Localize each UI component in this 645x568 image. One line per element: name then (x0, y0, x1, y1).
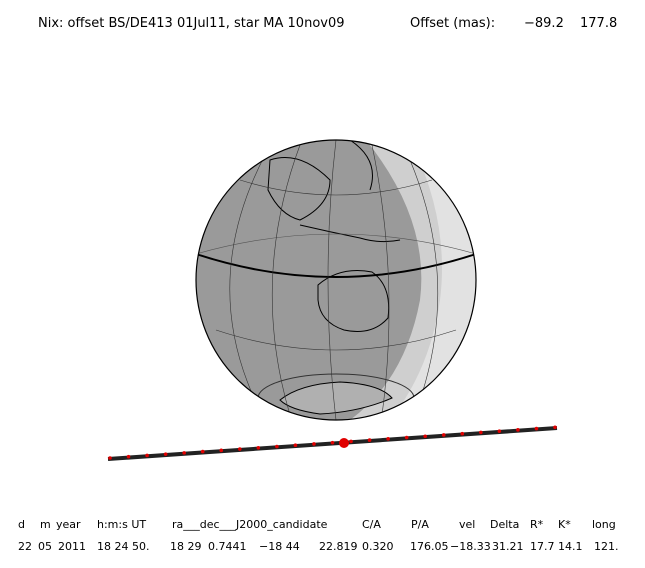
cell: 22.819 (319, 540, 358, 553)
track-dot (497, 429, 502, 433)
offset-label: Offset (mas): (410, 16, 495, 31)
column-header: C/A (362, 518, 381, 531)
track-dot (182, 451, 186, 455)
cell: 22 (18, 540, 32, 553)
data-table: d m year h:m:s UT ra___dec___J2000_candidate… (18, 518, 619, 553)
track-dot (460, 431, 465, 436)
column-header: K* (558, 518, 571, 531)
track-dot (516, 428, 520, 432)
column-header: long (592, 518, 616, 531)
track-dot (367, 438, 372, 442)
track-dot (275, 444, 279, 449)
column-header: m (40, 518, 51, 531)
cell: 14.1 (558, 540, 583, 553)
cell: 0.320 (362, 540, 394, 553)
track-dot (163, 452, 168, 456)
cell: 31.21 (492, 540, 524, 553)
occultation-track (107, 425, 558, 461)
cell: −18 44 (259, 540, 300, 553)
track-dot (330, 440, 335, 445)
column-header: P/A (411, 518, 429, 531)
offset-value: −89.2 (524, 16, 564, 31)
track-dot (312, 442, 316, 446)
track-dot (256, 445, 261, 450)
track-dot (293, 443, 298, 448)
column-header: R* (530, 518, 544, 531)
column-header: ra___dec___J2000_candidate (172, 518, 328, 531)
track-dot (534, 426, 539, 431)
cell: −18.33 (450, 540, 491, 553)
track-dot (219, 448, 224, 453)
track-dot (404, 435, 409, 440)
cell: 176.05 (410, 540, 449, 553)
track-dot (349, 439, 353, 444)
track-dot (423, 434, 428, 439)
cell: 2011 (58, 540, 86, 553)
cell: 18 29 (170, 540, 202, 553)
cell: 17.7 (530, 540, 555, 553)
column-header: h:m:s UT (97, 518, 146, 531)
offset-value: 177.8 (580, 16, 617, 31)
cell: 05 (38, 540, 52, 553)
track-dot (126, 454, 131, 459)
column-header: d (18, 518, 25, 531)
column-header: Delta (490, 518, 519, 531)
track-dot (479, 430, 483, 435)
cell: 18 24 50. (97, 540, 149, 553)
column-header: vel (459, 518, 475, 531)
track-dot (553, 425, 557, 430)
track-dot (108, 456, 112, 460)
title: Nix: offset BS/DE413 01Jul11, star MA 10… (38, 16, 345, 31)
track-dot (200, 449, 205, 454)
track-dot (145, 453, 149, 458)
column-header: year (56, 518, 81, 531)
track-dot (386, 437, 390, 441)
cell: 121. (594, 540, 619, 553)
track-dot (441, 433, 446, 437)
globe (195, 139, 477, 421)
track-dot (237, 447, 242, 451)
cell: 0.7441 (208, 540, 247, 553)
